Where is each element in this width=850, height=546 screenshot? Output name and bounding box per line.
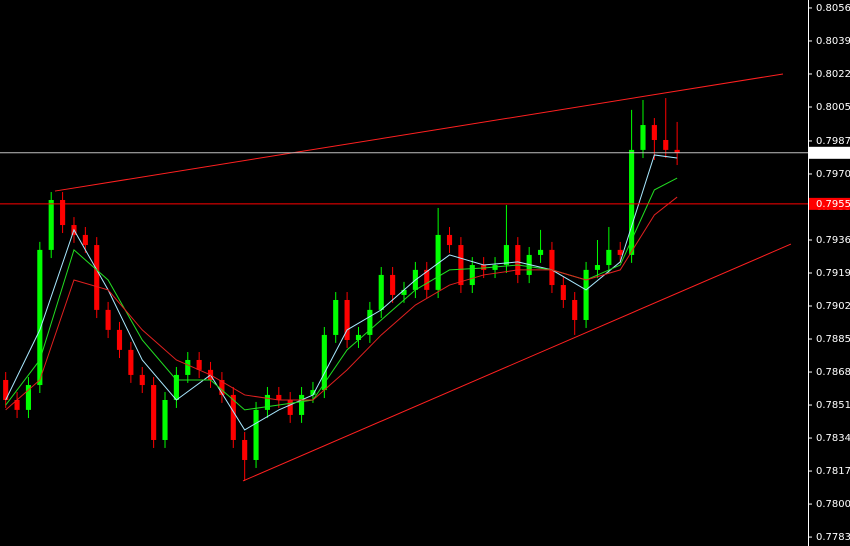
candle-body: [515, 245, 521, 275]
candle-body: [196, 359, 202, 370]
candle-body: [401, 289, 407, 295]
price-level-tag: [809, 197, 850, 210]
candle-body: [549, 249, 555, 286]
y-tick-label: 0.78345: [816, 433, 850, 444]
candle-body: [583, 269, 589, 320]
candle-body: [37, 249, 43, 386]
candle-body: [94, 245, 100, 310]
y-tick-label: 0.78685: [816, 367, 850, 378]
candle-body: [594, 265, 601, 270]
candle-body: [264, 394, 270, 410]
candle-body: [173, 374, 179, 400]
candle-body: [185, 359, 191, 375]
candle-body: [276, 394, 282, 400]
candle-body: [458, 245, 464, 286]
trend-line: [54, 73, 784, 192]
candle-body: [25, 385, 32, 410]
candle-body: [469, 265, 475, 286]
candle-body: [299, 394, 305, 415]
candle-body: [333, 299, 339, 335]
y-tick-label: 0.78005: [816, 499, 850, 510]
candle-body: [287, 399, 293, 415]
trend-line: [242, 243, 792, 482]
candle-body: [242, 439, 248, 460]
candle-body: [139, 374, 145, 386]
candle-body: [82, 234, 88, 246]
candle-body: [105, 309, 111, 330]
candle-body: [14, 399, 20, 410]
candle-body: [424, 269, 430, 290]
candle-body: [435, 234, 441, 290]
candle-body: [230, 394, 236, 440]
y-tick-label: 0.78855: [816, 334, 850, 345]
candle-body: [503, 245, 509, 266]
candle-body: [3, 379, 9, 400]
candle-body: [390, 274, 396, 295]
candle-body: [572, 299, 578, 320]
candle-body: [60, 199, 66, 226]
y-tick-label: 0.79365: [816, 235, 850, 246]
candle-body: [663, 139, 669, 150]
candle-body: [219, 379, 225, 395]
candle-body: [253, 409, 259, 460]
y-tick-label: 0.78515: [816, 400, 850, 411]
y-tick-label: 0.79705: [816, 169, 850, 180]
candle-body: [538, 249, 544, 255]
candle-body: [355, 334, 362, 340]
moving-average: [5, 196, 678, 411]
candle-body: [151, 385, 157, 440]
price-level-tag: [809, 146, 850, 159]
y-tick-label: 0.77835: [816, 532, 850, 543]
price-level-label: 0.79551: [816, 199, 850, 210]
candle-body: [162, 399, 168, 440]
candle-body: [640, 125, 646, 150]
y-tick-label: 0.79025: [816, 301, 850, 312]
candle-body: [116, 329, 123, 350]
candle-body: [446, 234, 453, 246]
price-level-label: 0.79814: [816, 148, 850, 159]
candle-body: [310, 390, 316, 395]
y-tick-label: 0.79195: [816, 268, 850, 279]
candle-body: [378, 274, 384, 310]
candle-body: [651, 125, 657, 140]
candle-body: [617, 249, 623, 255]
candle-body: [674, 149, 680, 153]
candle-body: [128, 349, 134, 375]
y-tick-label: 0.79875: [816, 136, 850, 147]
candle-body: [48, 199, 54, 250]
moving-average: [5, 154, 678, 431]
y-tick-label: 0.78175: [816, 466, 850, 477]
candle-body: [629, 149, 635, 255]
candle-body: [560, 285, 566, 300]
candle-body: [367, 309, 373, 335]
candle-body: [321, 334, 327, 391]
candle-body: [344, 299, 350, 340]
candle-body: [606, 249, 612, 266]
